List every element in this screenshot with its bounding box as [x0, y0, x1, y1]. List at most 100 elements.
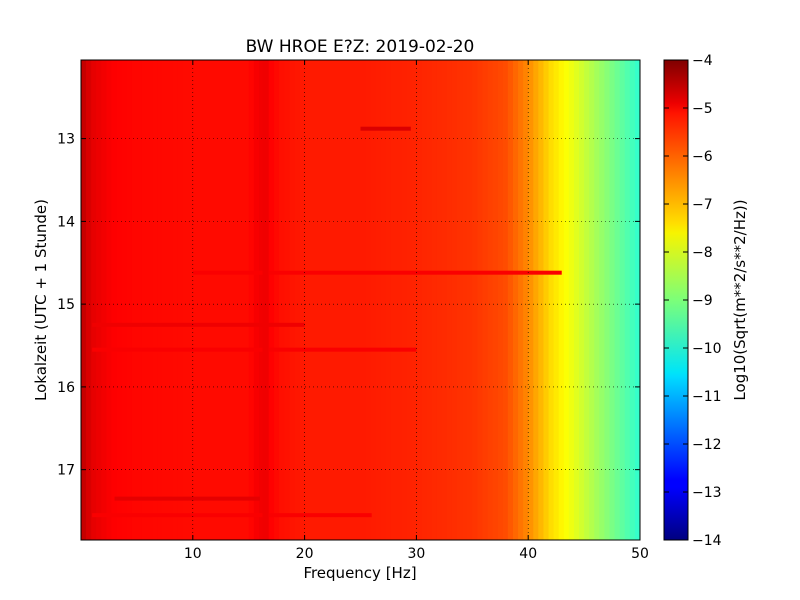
- heatmap-column: [187, 60, 194, 540]
- heatmap-column: [233, 60, 240, 540]
- colorbar-tick-label: −13: [692, 485, 722, 501]
- heatmap-column: [619, 60, 626, 540]
- colorbar-ticks: −4 −5 −6 −7 −8 −9 −10 −11 −12 −13 −14: [664, 53, 722, 549]
- heatmap-column: [248, 60, 255, 540]
- heatmap-column: [462, 60, 468, 540]
- heatmap-column: [390, 60, 397, 540]
- heatmap-column: [177, 60, 184, 540]
- heatmap-column: [106, 60, 113, 540]
- heatmap-column: [411, 60, 417, 540]
- heatmap-column: [492, 60, 499, 540]
- heatmap-column: [167, 60, 174, 540]
- heatmap-column: [401, 60, 407, 540]
- heatmap-column: [182, 60, 189, 540]
- y-axis-label: Lokalzeit (UTC + 1 Stunde): [32, 199, 50, 401]
- heatmap-column: [579, 60, 585, 540]
- heatmap-column: [629, 60, 636, 540]
- heatmap-column: [558, 60, 565, 540]
- heatmap-column: [467, 60, 473, 540]
- heatmap-features: [92, 60, 562, 540]
- heatmap-column: [218, 60, 224, 540]
- heatmap-column: [253, 60, 260, 540]
- heatmap-horizontal-band: [192, 270, 562, 275]
- colorbar-label: Log10(Sqrt(m**2/s**2/Hz)): [731, 199, 749, 400]
- x-axis-label: Frequency [Hz]: [303, 564, 416, 582]
- heatmap-column: [309, 60, 316, 540]
- heatmap-column: [457, 60, 463, 540]
- heatmap-column: [406, 60, 412, 540]
- heatmap-column: [141, 60, 148, 540]
- heatmap-column: [584, 60, 590, 540]
- heatmap-column: [614, 60, 621, 540]
- heatmap-column: [96, 60, 102, 540]
- heatmap-column: [121, 60, 128, 540]
- heatmap-column: [599, 60, 606, 540]
- heatmap-column: [497, 60, 504, 540]
- heatmap-column: [335, 60, 341, 540]
- x-tick-label: 30: [407, 546, 425, 562]
- heatmap-column: [436, 60, 443, 540]
- heatmap-column: [202, 60, 209, 540]
- heatmap-column: [319, 60, 326, 540]
- heatmap-column: [274, 60, 280, 540]
- heatmap-column: [477, 60, 484, 540]
- heatmap-columns: [81, 60, 640, 540]
- x-tick-label: 20: [296, 546, 314, 562]
- heatmap-column: [345, 60, 351, 540]
- heatmap-column: [416, 60, 423, 540]
- y-tick-label: 17: [57, 463, 75, 479]
- heatmap-column: [314, 60, 321, 540]
- heatmap-column: [197, 60, 204, 540]
- heatmap-column: [258, 60, 265, 540]
- heatmap-column: [299, 60, 306, 540]
- y-tick-label: 14: [57, 214, 75, 230]
- heatmap-column: [451, 60, 458, 540]
- colorbar-tick-label: −8: [692, 245, 713, 261]
- heatmap-column: [340, 60, 346, 540]
- heatmap-vertical-band: [262, 60, 269, 540]
- heatmap-column: [111, 60, 118, 540]
- heatmap-column: [375, 60, 382, 540]
- colorbar-tick-label: −9: [692, 293, 713, 309]
- colorbar-tick-label: −12: [692, 437, 722, 453]
- heatmap-column: [426, 60, 433, 540]
- heatmap-column: [609, 60, 616, 540]
- spectrogram-plot: [81, 60, 640, 540]
- heatmap-horizontal-band: [114, 496, 260, 501]
- heatmap-column: [512, 60, 519, 540]
- heatmap-column: [538, 60, 545, 540]
- heatmap-column: [446, 60, 453, 540]
- heatmap-column: [330, 60, 336, 540]
- heatmap-column: [380, 60, 387, 540]
- y-axis-ticks: 13 14 15 16 17: [57, 132, 640, 479]
- y-tick-label: 16: [57, 380, 75, 396]
- heatmap-column: [243, 60, 250, 540]
- heatmap-column: [284, 60, 290, 540]
- heatmap-column: [269, 60, 275, 540]
- heatmap-column: [172, 60, 179, 540]
- heatmap-column: [136, 60, 143, 540]
- heatmap-column: [152, 60, 158, 540]
- heatmap-column: [573, 60, 580, 540]
- heatmap-column: [279, 60, 285, 540]
- heatmap-column: [213, 60, 219, 540]
- heatmap-column: [487, 60, 494, 540]
- heatmap-column: [304, 60, 311, 540]
- heatmap-horizontal-band: [92, 513, 372, 518]
- heatmap-column: [594, 60, 600, 540]
- heatmap-column: [86, 60, 92, 540]
- colorbar-tick-label: −5: [692, 101, 713, 117]
- heatmap-column: [624, 60, 631, 540]
- x-tick-label: 10: [184, 546, 202, 562]
- heatmap-column: [360, 60, 367, 540]
- heatmap-column: [502, 60, 509, 540]
- heatmap-column: [192, 60, 199, 540]
- heatmap-column: [589, 60, 595, 540]
- heatmap-column: [604, 60, 611, 540]
- chart-title: BW HROE E?Z: 2019-02-20: [246, 37, 475, 57]
- colorbar-tick-label: −11: [692, 389, 722, 405]
- heatmap-column: [81, 60, 87, 540]
- heatmap-column: [126, 60, 133, 540]
- heatmap-column: [101, 60, 108, 540]
